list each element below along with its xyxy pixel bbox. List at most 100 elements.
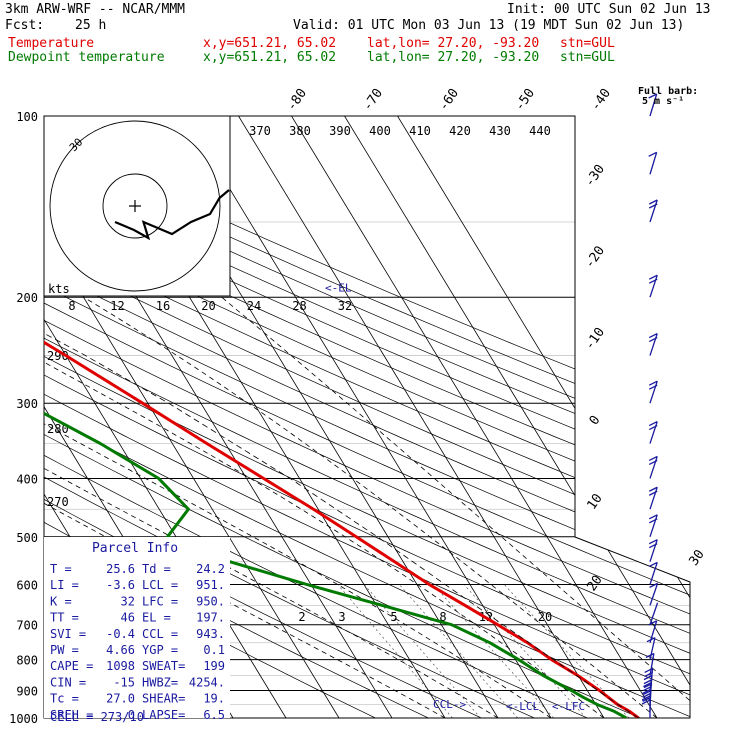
parcel-info-key: CAPE = (50, 659, 93, 673)
dry-adiabat (44, 116, 690, 718)
wind-barb-flag (641, 695, 651, 701)
wind-barb-flag (648, 278, 658, 284)
mixing-ratio-line (399, 584, 518, 718)
parcel-info-key: K = (50, 594, 72, 608)
wind-barb-flag (648, 561, 658, 568)
isotherm-label: 30 (686, 547, 707, 568)
wind-barb (648, 380, 658, 404)
speed-label: 8 (68, 299, 75, 313)
pressure-tick-label: 1000 (9, 712, 38, 726)
wind-barb-flag (648, 332, 658, 339)
wind-barb-flag (648, 490, 658, 496)
wind-barb-flag (642, 692, 651, 698)
model-title: 3km ARW-WRF -- NCAR/MMM (5, 2, 186, 17)
pressure-tick-label: 200 (16, 291, 38, 305)
wind-barb-flag (643, 682, 652, 688)
dry-adiabat (44, 116, 690, 718)
isotherm-line (291, 116, 658, 718)
isotherm-label: -80 (284, 86, 310, 114)
wind-barb-flag (648, 539, 658, 545)
temperature-xy: x,y=651.21, 65.02 (203, 36, 337, 51)
wind-barb-staff (649, 562, 658, 585)
dry-adiabat (44, 116, 690, 718)
speed-label: 24 (247, 299, 261, 313)
parcel-info-key: SWEAT= (142, 659, 185, 673)
parcel-info-key: CCL = (142, 627, 178, 641)
parcel-info-value: 0.1 (203, 643, 225, 657)
barb-legend-title: Full barb: (638, 86, 698, 97)
theta-label: 400 (369, 124, 391, 138)
speed-label: 12 (110, 299, 124, 313)
moist-adiabat (44, 296, 552, 718)
isotherm-label: 10 (584, 491, 605, 512)
parcel-info-value: 46 (121, 611, 135, 625)
dry-adiabat (44, 116, 690, 718)
pressure-tick-label: 700 (16, 619, 38, 633)
speed-label: 32 (338, 299, 352, 313)
mixing-ratio-label: 8 (439, 610, 446, 624)
dewpoint-latlon: lat,lon= 27.20, -93.20 (367, 50, 540, 65)
isotherm-label: -70 (360, 86, 386, 114)
wind-barb (648, 332, 658, 356)
dewpoint-station: stn=GUL (560, 50, 615, 65)
pressure-tick-label: 100 (16, 110, 38, 124)
wind-barb-staff (649, 421, 658, 444)
mixing-ratio-label: 20 (538, 610, 552, 624)
wind-barb-staff (649, 199, 658, 223)
parcel-info-key: EL = (142, 611, 171, 625)
wind-barb-flag (648, 384, 658, 390)
pressure-tick-label: 400 (16, 472, 38, 486)
theta-label: 420 (449, 124, 471, 138)
wind-barb-flag (648, 455, 658, 462)
dry-adiabat (44, 116, 690, 718)
hodograph-unit-label: kts (48, 282, 70, 296)
isotherm-label: 0 (587, 413, 604, 428)
wind-barb-flag (643, 675, 653, 681)
parcel-info-key: Td = (142, 562, 171, 576)
parcel-info-key: LAPSE= (142, 708, 185, 722)
isotherm-label: -60 (436, 86, 462, 114)
hodograph-ring-inner (102, 173, 168, 239)
dry-adiabat (44, 116, 690, 718)
mixing-ratio-label: 2 (298, 610, 305, 624)
wind-barb (648, 199, 658, 223)
parcel-info-key: Tc = (50, 692, 79, 706)
wind-barb-flag (648, 336, 658, 343)
wind-barb (648, 274, 658, 298)
parcel-info-key: SHEAR= (142, 692, 185, 706)
wind-barb (649, 602, 659, 625)
dry-adiabat (44, 116, 588, 718)
parcel-info-value: 951. (196, 578, 225, 592)
pressure-tick-label: 600 (16, 578, 38, 592)
wind-barb-staff (649, 583, 659, 606)
parcel-info-title: Parcel Info (92, 541, 178, 556)
wind-barb-flag (649, 582, 658, 588)
parcel-info-cell: CELL = 273/10 (50, 710, 144, 724)
parcel-info-key: PW = (50, 643, 79, 657)
pressure-tick-label: 900 (16, 684, 38, 698)
wind-barb-flag (642, 696, 651, 702)
dewpoint-xy: x,y=651.21, 65.02 (203, 50, 337, 65)
valid-time: Valid: 01 UTC Mon 03 Jun 13 (19 MDT Sun … (293, 18, 685, 33)
moist-adiabat (221, 296, 690, 718)
wind-barb (648, 539, 658, 562)
parcel-info-value: 199 (203, 659, 225, 673)
level-marker: <-EL (325, 281, 352, 294)
wind-barb-staff (649, 152, 658, 175)
wind-barb-flag (648, 459, 658, 466)
speed-label: 28 (292, 299, 306, 313)
parcel-info-value: 1098 (106, 659, 135, 673)
temperature-latlon: lat,lon= 27.20, -93.20 (367, 36, 540, 51)
wind-barb-staff (649, 381, 658, 404)
parcel-info-key: SVI = (50, 627, 86, 641)
pressure-tick-label: 800 (16, 654, 38, 668)
wind-barb-staff (649, 602, 659, 625)
wind-barb-flag (648, 93, 657, 99)
isotherm-line (238, 116, 605, 718)
theta-label: 430 (489, 124, 511, 138)
parcel-info-value: -15 (113, 675, 135, 689)
parcel-info-value: 4.66 (106, 643, 135, 657)
dry-adiabat (44, 116, 690, 718)
wind-barb (645, 652, 655, 676)
